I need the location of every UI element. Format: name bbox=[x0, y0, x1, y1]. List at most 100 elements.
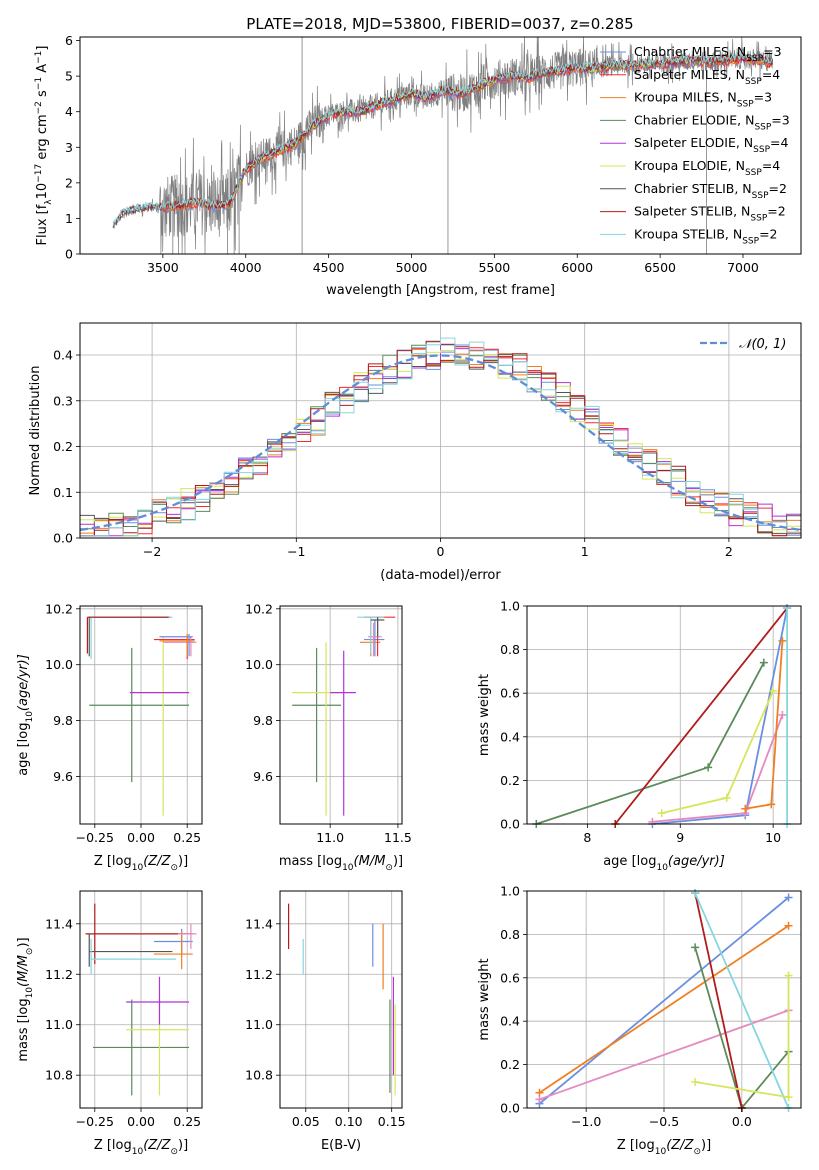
normal-curve bbox=[80, 354, 801, 532]
y-tick-label: 0 bbox=[65, 247, 73, 262]
error-bar-point bbox=[370, 617, 385, 637]
weight-series-line bbox=[614, 607, 788, 825]
weight-series-line bbox=[539, 1009, 789, 1101]
y-tick-label: 9.8 bbox=[53, 713, 73, 728]
error-bar-point bbox=[159, 633, 195, 657]
x-tick-label: 0.15 bbox=[378, 1114, 406, 1129]
y-tick-label: 11.4 bbox=[245, 916, 273, 931]
age-vs-z-panel-area bbox=[86, 616, 197, 816]
residuals-y-label: Normed distribution bbox=[28, 366, 43, 496]
y-tick-label: 10.0 bbox=[45, 657, 73, 672]
y-tick-label: 10.8 bbox=[45, 1068, 73, 1083]
error-bar-point bbox=[90, 938, 177, 975]
y-tick-label: 10.0 bbox=[245, 657, 273, 672]
age-vs-mass-panel-x-label: mass [log10(M/M⊙)] bbox=[279, 854, 403, 873]
age-vs-z-panel: −0.25 0.00 0.25 9.6 9.8 10.0 10.2 Z [log10(Z/Z⊙… bbox=[16, 601, 203, 873]
y-tick-label: 1 bbox=[65, 211, 73, 226]
x-tick-label: 0.10 bbox=[335, 1114, 363, 1129]
error-bar-point bbox=[163, 636, 197, 657]
spectrum-x-label: wavelength [Angstrom, rest frame] bbox=[326, 283, 555, 298]
y-tick-label: 0.2 bbox=[500, 773, 520, 788]
y-tick-label: 0.3 bbox=[53, 393, 73, 408]
weight-vs-z-panel: −1.0 −0.5 0.0 0.0 0.2 0.4 0.6 0.8 1.0 Z [log10(Z/… bbox=[477, 884, 802, 1157]
y-tick-label: 0.2 bbox=[53, 439, 73, 454]
x-tick-label: 6500 bbox=[644, 260, 676, 275]
x-tick-label: 5500 bbox=[478, 260, 510, 275]
y-tick-label: 0.4 bbox=[500, 1014, 520, 1029]
weight-marker bbox=[784, 971, 793, 980]
mass-vs-ebv-panel: 0.05 0.10 0.15 10.8 11.0 11.2 11.4 E(B-V) bbox=[245, 890, 406, 1153]
y-tick-label: 0.0 bbox=[500, 817, 520, 832]
weight-marker bbox=[767, 800, 776, 809]
y-tick-label: 1.0 bbox=[500, 599, 520, 614]
x-tick-label: 3500 bbox=[147, 260, 179, 275]
x-tick-label: 11.0 bbox=[316, 830, 344, 845]
legend-label: Chabrier MILES, NSSP=3 bbox=[634, 44, 782, 64]
y-tick-label: 9.6 bbox=[53, 769, 73, 784]
residuals-plot-area bbox=[80, 337, 801, 537]
y-tick-label: 0.2 bbox=[500, 1057, 520, 1072]
weight-marker bbox=[778, 636, 787, 645]
y-tick-label: 11.2 bbox=[45, 967, 73, 982]
weight-marker bbox=[691, 943, 700, 952]
x-tick-label: 4000 bbox=[230, 260, 262, 275]
weight-marker bbox=[778, 711, 787, 719]
weight-marker bbox=[769, 687, 778, 696]
y-tick-label: 11.0 bbox=[245, 1017, 273, 1032]
legend-label: Chabrier ELODIE, NSSP=3 bbox=[634, 112, 790, 132]
mass-vs-z-panel: −0.25 0.00 0.25 10.8 11.0 11.2 11.4 Z [log10(Z/… bbox=[16, 890, 203, 1157]
y-tick-label: 0.6 bbox=[500, 970, 520, 985]
error-bar-point bbox=[88, 933, 173, 967]
x-tick-label: 6000 bbox=[561, 260, 593, 275]
x-tick-label: 1 bbox=[581, 544, 589, 559]
x-tick-label: 4500 bbox=[313, 260, 345, 275]
error-bar-point bbox=[126, 976, 190, 1025]
legend-label: Salpeter MILES, NSSP=4 bbox=[634, 67, 780, 87]
error-bar-point bbox=[357, 616, 385, 654]
axes-frame bbox=[279, 890, 403, 1109]
y-tick-label: 4 bbox=[65, 104, 73, 119]
error-bar-point bbox=[89, 647, 190, 783]
weight-marker bbox=[535, 1095, 544, 1104]
x-tick-label: 0.25 bbox=[173, 1114, 201, 1129]
age-vs-z-panel-x-label: Z [log10(Z/Z⊙)] bbox=[94, 854, 188, 873]
y-tick-label: 9.6 bbox=[253, 769, 273, 784]
age-vs-mass-panel: 11.0 11.5 9.6 9.8 10.0 10.2 mass [log10(M/M⊙)] bbox=[245, 601, 412, 873]
weight-vs-age-panel: 8 9 10 0.0 0.2 0.4 0.6 0.8 1.0 age [log10(age/yr)… bbox=[477, 599, 802, 873]
legend-label: Chabrier STELIB, NSSP=2 bbox=[634, 181, 787, 201]
residuals-legend: 𝒩(0, 1) bbox=[700, 337, 786, 352]
weight-marker bbox=[657, 809, 666, 818]
spectrum-legend: Chabrier MILES, NSSP=3 Salpeter MILES, NS… bbox=[600, 44, 790, 246]
weight-marker bbox=[704, 763, 713, 772]
weight-marker bbox=[759, 658, 768, 667]
axes-frame bbox=[526, 605, 802, 825]
weight-vs-age-panel-x-label: age [log10(age/yr)] bbox=[603, 854, 725, 873]
y-tick-label: 0.4 bbox=[53, 348, 73, 363]
x-tick-label: 0.25 bbox=[173, 830, 201, 845]
x-tick-label: 7000 bbox=[727, 260, 759, 275]
x-tick-label: 11.5 bbox=[384, 830, 412, 845]
error-bar-point bbox=[153, 931, 193, 970]
y-tick-label: 2 bbox=[65, 175, 73, 190]
error-bar-point bbox=[177, 923, 197, 950]
residual-histogram bbox=[80, 337, 801, 537]
weight-series-line bbox=[538, 896, 790, 1105]
spectrum-plot-area bbox=[112, 37, 774, 254]
legend-label: Salpeter STELIB, NSSP=2 bbox=[634, 204, 786, 224]
weight-marker bbox=[784, 893, 793, 902]
y-tick-label: 3 bbox=[65, 140, 73, 155]
mass-vs-z-panel-area bbox=[85, 903, 197, 1096]
x-tick-label: −1.0 bbox=[571, 1114, 601, 1129]
y-tick-label: 10.2 bbox=[45, 601, 73, 616]
model-spectrum-line bbox=[112, 52, 773, 226]
x-tick-label: −0.5 bbox=[649, 1114, 679, 1129]
x-tick-label: −1 bbox=[287, 544, 305, 559]
spectrum-title: PLATE=2018, MJD=53800, FIBERID=0037, z=0… bbox=[246, 15, 633, 33]
y-tick-label: 0.0 bbox=[53, 531, 73, 546]
weight-series-line bbox=[538, 924, 790, 1094]
mass-vs-ebv-panel-area bbox=[287, 903, 396, 1096]
weight-marker bbox=[784, 921, 793, 930]
x-tick-label: 10 bbox=[765, 830, 781, 845]
y-tick-label: 0.4 bbox=[500, 729, 520, 744]
x-tick-label: −2 bbox=[143, 544, 161, 559]
